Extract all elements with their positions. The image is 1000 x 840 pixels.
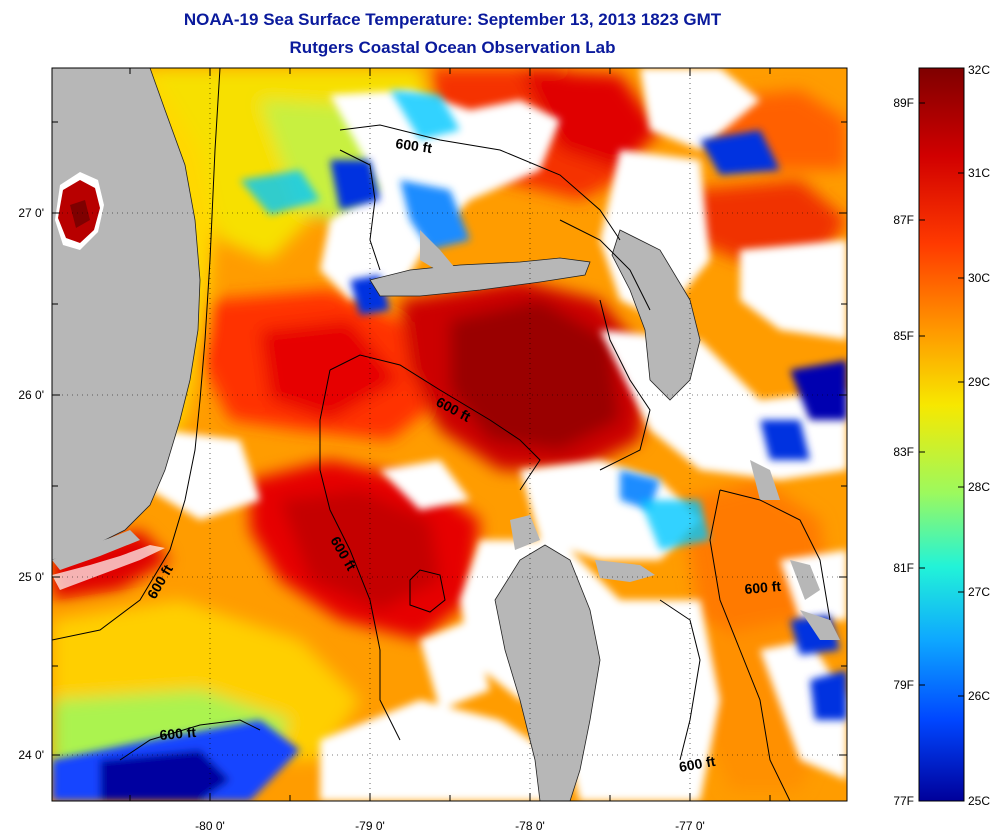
colorbar-fahrenheit-label: 79F	[893, 678, 914, 692]
sst-field: 600 ft 600 ft 600 ft 600 ft 600 ft 600 f…	[52, 68, 847, 801]
x-tick-label: -78 0'	[515, 819, 545, 833]
colorbar-celsius-label: 25C	[968, 794, 990, 808]
colorbar-celsius-label: 26C	[968, 689, 990, 703]
x-tick-label: -79 0'	[355, 819, 385, 833]
colorbar-celsius-label: 31C	[968, 166, 990, 180]
colorbar-fahrenheit-label: 83F	[893, 445, 914, 459]
bathymetry-contours	[52, 68, 831, 801]
map-subtitle: Rutgers Coastal Ocean Observation Lab	[289, 38, 616, 57]
contour-label: 600 ft	[678, 753, 717, 775]
colorbar-fahrenheit-label: 85F	[893, 329, 914, 343]
colorbar-celsius-label: 29C	[968, 375, 990, 389]
y-tick-label: 25 0'	[18, 570, 44, 584]
colorbar-fahrenheit-label: 87F	[893, 213, 914, 227]
contour-label: 600 ft	[159, 724, 197, 743]
colorbar-gradient	[918, 67, 965, 802]
colorbar-celsius-label: 27C	[968, 585, 990, 599]
colorbar-fahrenheit-label: 81F	[893, 561, 914, 575]
map-title: NOAA-19 Sea Surface Temperature: Septemb…	[183, 10, 722, 29]
colorbar-celsius-label: 32C	[968, 63, 990, 77]
colorbar-celsius-label: 30C	[968, 271, 990, 285]
contour-label: 600 ft	[395, 135, 434, 156]
axis-ticks	[52, 68, 847, 801]
x-tick-label: -77 0'	[675, 819, 705, 833]
y-tick-label: 27 0'	[18, 206, 44, 220]
colorbar: 32C 31C 30C 29C 28C 27C 26C 25C 89F 87F …	[893, 63, 990, 808]
colorbar-celsius-label: 28C	[968, 480, 990, 494]
x-tick-label: -80 0'	[195, 819, 225, 833]
y-tick-label: 24 0'	[18, 748, 44, 762]
colorbar-fahrenheit-label: 89F	[893, 96, 914, 110]
contour-label: 600 ft	[744, 578, 782, 597]
landmass	[52, 68, 840, 801]
y-tick-label: 26 0'	[18, 388, 44, 402]
graticule	[52, 68, 847, 801]
colorbar-fahrenheit-label: 77F	[893, 794, 914, 808]
